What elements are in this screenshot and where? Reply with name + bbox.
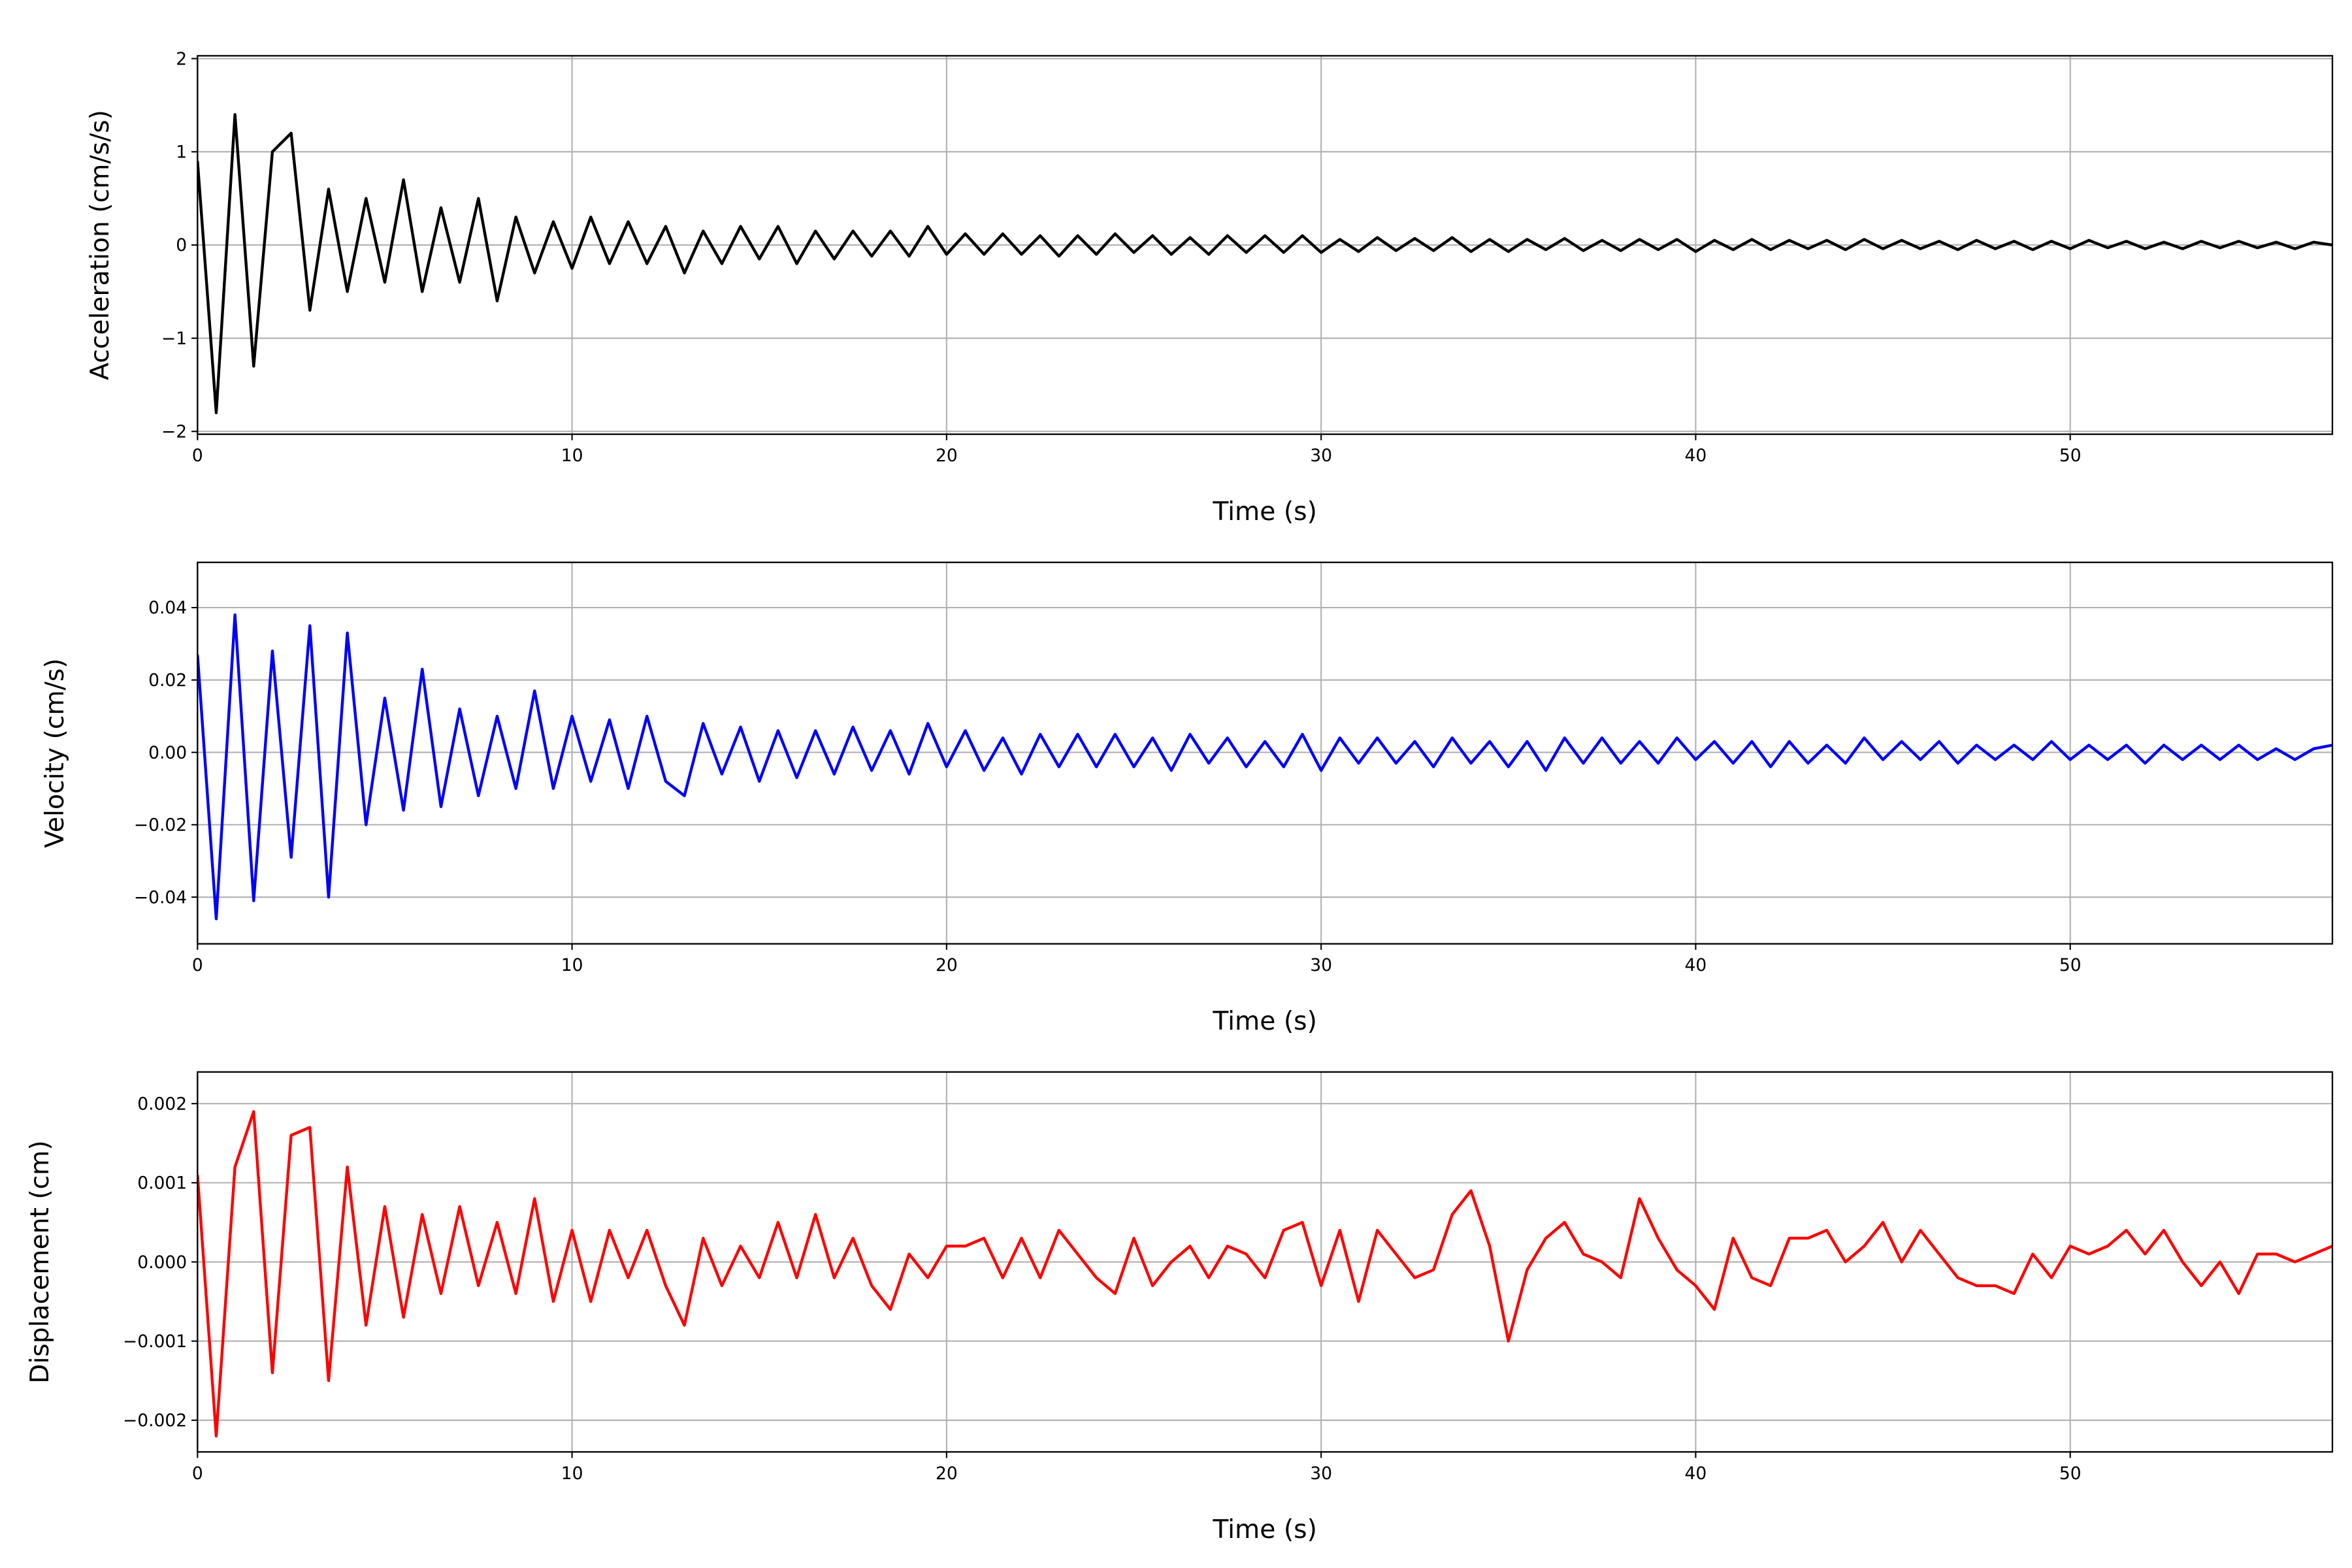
y-tick-label: 1 <box>176 142 187 163</box>
y-tick-label: −0.04 <box>134 887 187 907</box>
x-tick-label: 0 <box>192 446 203 466</box>
y-tick-label: 0.002 <box>137 1094 187 1114</box>
x-tick-label: 30 <box>1310 446 1332 466</box>
axes-frame <box>197 1071 2334 1453</box>
x-axis-label: Time (s) <box>1212 1007 1316 1036</box>
x-tick-label: 20 <box>936 1463 958 1484</box>
series-line-velocity <box>197 613 2332 921</box>
x-tick-label: 20 <box>936 955 958 975</box>
x-tick-label: 50 <box>2059 446 2082 466</box>
x-tick-label: 0 <box>192 1463 203 1484</box>
y-axis-label: Acceleration (cm/s/s) <box>86 110 115 380</box>
y-axis-label: Velocity (cm/s) <box>41 659 70 848</box>
subplot-displacement: 0 10 20 30 40 50 −0.002 −0.001 0.000 0.001 0.002 Ti… <box>25 1071 2334 1544</box>
x-tick-label: 10 <box>561 446 583 466</box>
y-tick-label: 0.04 <box>148 598 187 618</box>
x-tick-label: 40 <box>1685 1463 1707 1484</box>
series-line-displacement <box>197 1110 2332 1438</box>
x-tick-label: 0 <box>192 955 203 975</box>
y-tick-label: 0.00 <box>148 743 187 763</box>
y-tick-label: 2 <box>176 49 187 69</box>
x-tick-label: 10 <box>561 1463 583 1484</box>
series-line-acceleration <box>197 113 2332 414</box>
y-axis-label: Displacement (cm) <box>25 1140 55 1383</box>
x-tick-label: 40 <box>1685 955 1707 975</box>
x-axis-label: Time (s) <box>1212 497 1316 527</box>
x-tick-label: 30 <box>1310 1463 1332 1484</box>
x-tick-label: 50 <box>2059 955 2082 975</box>
x-tick-label: 20 <box>936 446 958 466</box>
y-tick-label: 0.02 <box>148 670 187 691</box>
y-tick-label: −0.002 <box>123 1411 187 1431</box>
y-tick-label: −0.001 <box>123 1331 187 1352</box>
y-tick-label: −0.02 <box>134 815 187 836</box>
axes-frame <box>197 55 2334 435</box>
axes-frame <box>197 561 2334 945</box>
y-tick-label: −1 <box>161 329 187 349</box>
x-tick-label: 30 <box>1310 955 1332 975</box>
x-axis-label: Time (s) <box>1212 1515 1316 1544</box>
subplot-velocity: 0 10 20 30 40 50 −0.04 −0.02 0.00 0.02 0.04 Time (s… <box>41 561 2334 1036</box>
y-tick-label: 0.001 <box>137 1173 187 1194</box>
y-tick-label: −2 <box>161 422 187 442</box>
subplot-acceleration: 0 10 20 30 40 50 −2 −1 0 1 2 Time (s) Acceleration (… <box>86 49 2334 527</box>
y-tick-label: 0.000 <box>137 1252 187 1273</box>
x-tick-label: 50 <box>2059 1463 2082 1484</box>
x-tick-label: 40 <box>1685 446 1707 466</box>
x-tick-label: 10 <box>561 955 583 975</box>
y-tick-label: 0 <box>176 235 187 255</box>
